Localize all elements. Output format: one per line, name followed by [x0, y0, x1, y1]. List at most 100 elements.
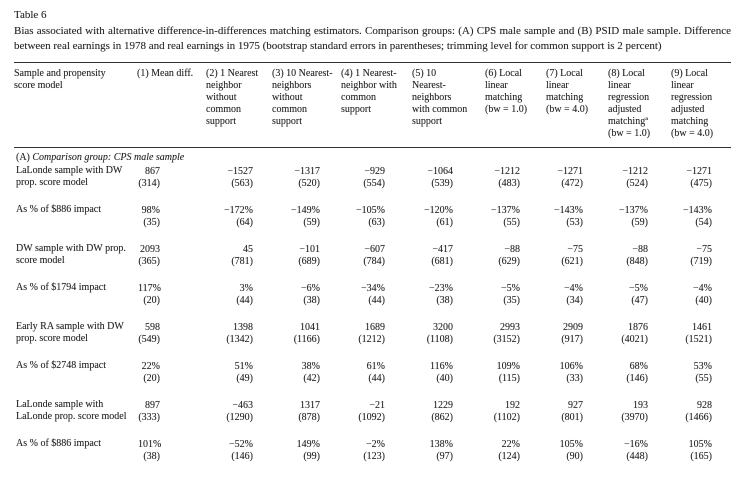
cell-standard-error: (59): [273, 217, 320, 229]
cell-value: −5%: [486, 283, 520, 295]
section-prefix: (A): [16, 152, 32, 163]
cell-value: 109%: [486, 361, 520, 373]
table-cell: −101(689): [272, 243, 341, 282]
table-cell: 138%(97): [412, 438, 485, 477]
table-cell: −75(719): [671, 243, 731, 282]
cell-value: 53%: [672, 361, 712, 373]
cell-value: −75: [547, 244, 583, 256]
table-cell: 116%(40): [412, 360, 485, 399]
cell-standard-error: (621): [547, 256, 583, 268]
table-row: LaLonde sample with DW prop. score model…: [14, 165, 731, 204]
table-cell: −1527(563): [206, 165, 272, 204]
table-cell: −1212(524): [608, 165, 671, 204]
cell-value: −23%: [413, 283, 453, 295]
cell-standard-error: (314): [138, 178, 160, 190]
cell-value: −2%: [342, 439, 385, 451]
table-cell: −1271(475): [671, 165, 731, 204]
table-cell: −23%(38): [412, 282, 485, 321]
table-cell: 1461(1521): [671, 321, 731, 360]
cell-value: −929: [342, 166, 385, 178]
cell-standard-error: (55): [672, 373, 712, 385]
cell-standard-error: (40): [413, 373, 453, 385]
cell-standard-error: (554): [342, 178, 385, 190]
cell-value: −101: [273, 244, 320, 256]
table-cell: 68%(146): [608, 360, 671, 399]
cell-standard-error: (64): [207, 217, 253, 229]
table-cell: −1271(472): [546, 165, 608, 204]
cell-value: 598: [138, 322, 160, 334]
table-cell: −6%(38): [272, 282, 341, 321]
cell-value: −4%: [547, 283, 583, 295]
cell-value: −105%: [342, 205, 385, 217]
table-cell: 51%(49): [206, 360, 272, 399]
cell-standard-error: (38): [273, 295, 320, 307]
table-cell: −88(848): [608, 243, 671, 282]
table-cell: 1876(4021): [608, 321, 671, 360]
cell-value: −1212: [609, 166, 648, 178]
table-cell: 3%(44): [206, 282, 272, 321]
table-cell: −149%(59): [272, 204, 341, 243]
cell-standard-error: (483): [486, 178, 520, 190]
table-cell: −4%(34): [546, 282, 608, 321]
cell-value: 45: [207, 244, 253, 256]
cell-standard-error: (40): [672, 295, 712, 307]
cell-standard-error: (878): [273, 412, 320, 424]
cell-standard-error: (59): [609, 217, 648, 229]
cell-standard-error: (33): [547, 373, 583, 385]
table-cell: 38%(42): [272, 360, 341, 399]
row-label: DW sample with DW prop. score model: [14, 243, 137, 282]
cell-standard-error: (917): [547, 334, 583, 346]
paper-page: Table 6 Bias associated with alternative…: [0, 0, 739, 461]
table-cell: 928(1466): [671, 399, 731, 438]
cell-value: −1271: [547, 166, 583, 178]
table-cell: −137%(59): [608, 204, 671, 243]
cell-standard-error: (333): [138, 412, 160, 424]
table-cell: 61%(44): [341, 360, 412, 399]
cell-value: 22%: [486, 439, 520, 451]
table-row: LaLonde sample with LaLonde prop. score …: [14, 399, 731, 438]
table-cell: 1041(1166): [272, 321, 341, 360]
results-table: Sample and propensity score model (1) Me…: [14, 62, 731, 477]
cell-standard-error: (472): [547, 178, 583, 190]
cell-value: 927: [547, 400, 583, 412]
cell-standard-error: (54): [672, 217, 712, 229]
cell-value: −1271: [672, 166, 712, 178]
column-header-9: (9) Local linear regression adjusted mat…: [671, 63, 731, 148]
table-cell: −21(1092): [341, 399, 412, 438]
table-cell: −75(621): [546, 243, 608, 282]
cell-value: 1398: [207, 322, 253, 334]
table-cell: −2%(123): [341, 438, 412, 477]
cell-standard-error: (35): [138, 217, 160, 229]
cell-standard-error: (3970): [609, 412, 648, 424]
header-row: Sample and propensity score model (1) Me…: [14, 63, 731, 148]
column-header-2: (2) 1 Nearest neighbor without common su…: [206, 63, 272, 148]
cell-value: −75: [672, 244, 712, 256]
cell-standard-error: (1102): [486, 412, 520, 424]
table-cell: 897(333): [137, 399, 206, 438]
row-label: As % of $1794 impact: [14, 282, 137, 321]
table-cell: 22%(20): [137, 360, 206, 399]
table-cell: 149%(99): [272, 438, 341, 477]
cell-value: 897: [138, 400, 160, 412]
column-header-7: (7) Local linear matching (bw = 4.0): [546, 63, 608, 148]
cell-value: 105%: [547, 439, 583, 451]
cell-value: −137%: [609, 205, 648, 217]
table-cell: 2909(917): [546, 321, 608, 360]
cell-value: 2093: [138, 244, 160, 256]
table-header: Sample and propensity score model (1) Me…: [14, 63, 731, 148]
cell-value: 101%: [138, 439, 160, 451]
cell-value: −52%: [207, 439, 253, 451]
table-cell: 117%(20): [137, 282, 206, 321]
cell-value: 867: [138, 166, 160, 178]
table-cell: 598(549): [137, 321, 206, 360]
cell-standard-error: (35): [486, 295, 520, 307]
cell-standard-error: (20): [138, 295, 160, 307]
cell-value: −463: [207, 400, 253, 412]
column-header-4: (4) 1 Nearest- neighbor with common supp…: [341, 63, 412, 148]
cell-value: −4%: [672, 283, 712, 295]
column-header-6: (6) Local linear matching (bw = 1.0): [485, 63, 546, 148]
